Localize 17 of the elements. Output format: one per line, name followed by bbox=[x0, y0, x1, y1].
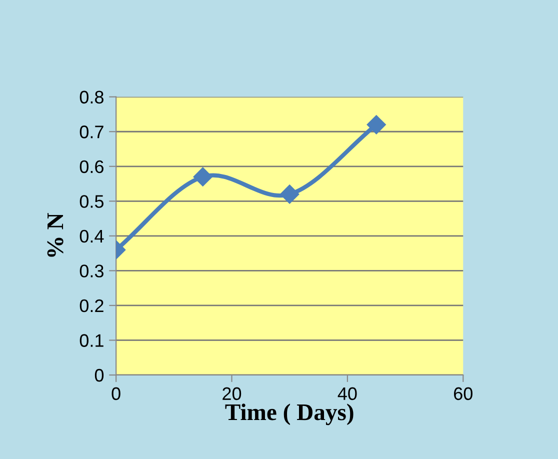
x-tick-label: 0 bbox=[112, 387, 120, 400]
point bbox=[280, 184, 300, 204]
y-axis-title: % N bbox=[47, 212, 64, 257]
x-tick-label: 60 bbox=[454, 387, 472, 400]
point bbox=[366, 115, 386, 134]
y-tick-label: 0.7 bbox=[80, 126, 104, 138]
y-tick-label: 0.2 bbox=[80, 299, 104, 312]
y-tick-label: 0.8 bbox=[80, 90, 104, 104]
x-axis-title: Time ( Days) bbox=[225, 404, 354, 426]
x-tick-label: 20 bbox=[222, 387, 242, 400]
y-tick-label: 0.3 bbox=[80, 264, 104, 278]
y-tick-label: 0 bbox=[94, 368, 104, 382]
y-tick-label: 0.5 bbox=[80, 195, 104, 208]
y-tick-label: 0.6 bbox=[80, 160, 104, 174]
y-tick-label: 0.4 bbox=[80, 230, 104, 243]
x-tick-label: 40 bbox=[338, 387, 357, 400]
y-tick-label: 0.1 bbox=[80, 334, 104, 347]
